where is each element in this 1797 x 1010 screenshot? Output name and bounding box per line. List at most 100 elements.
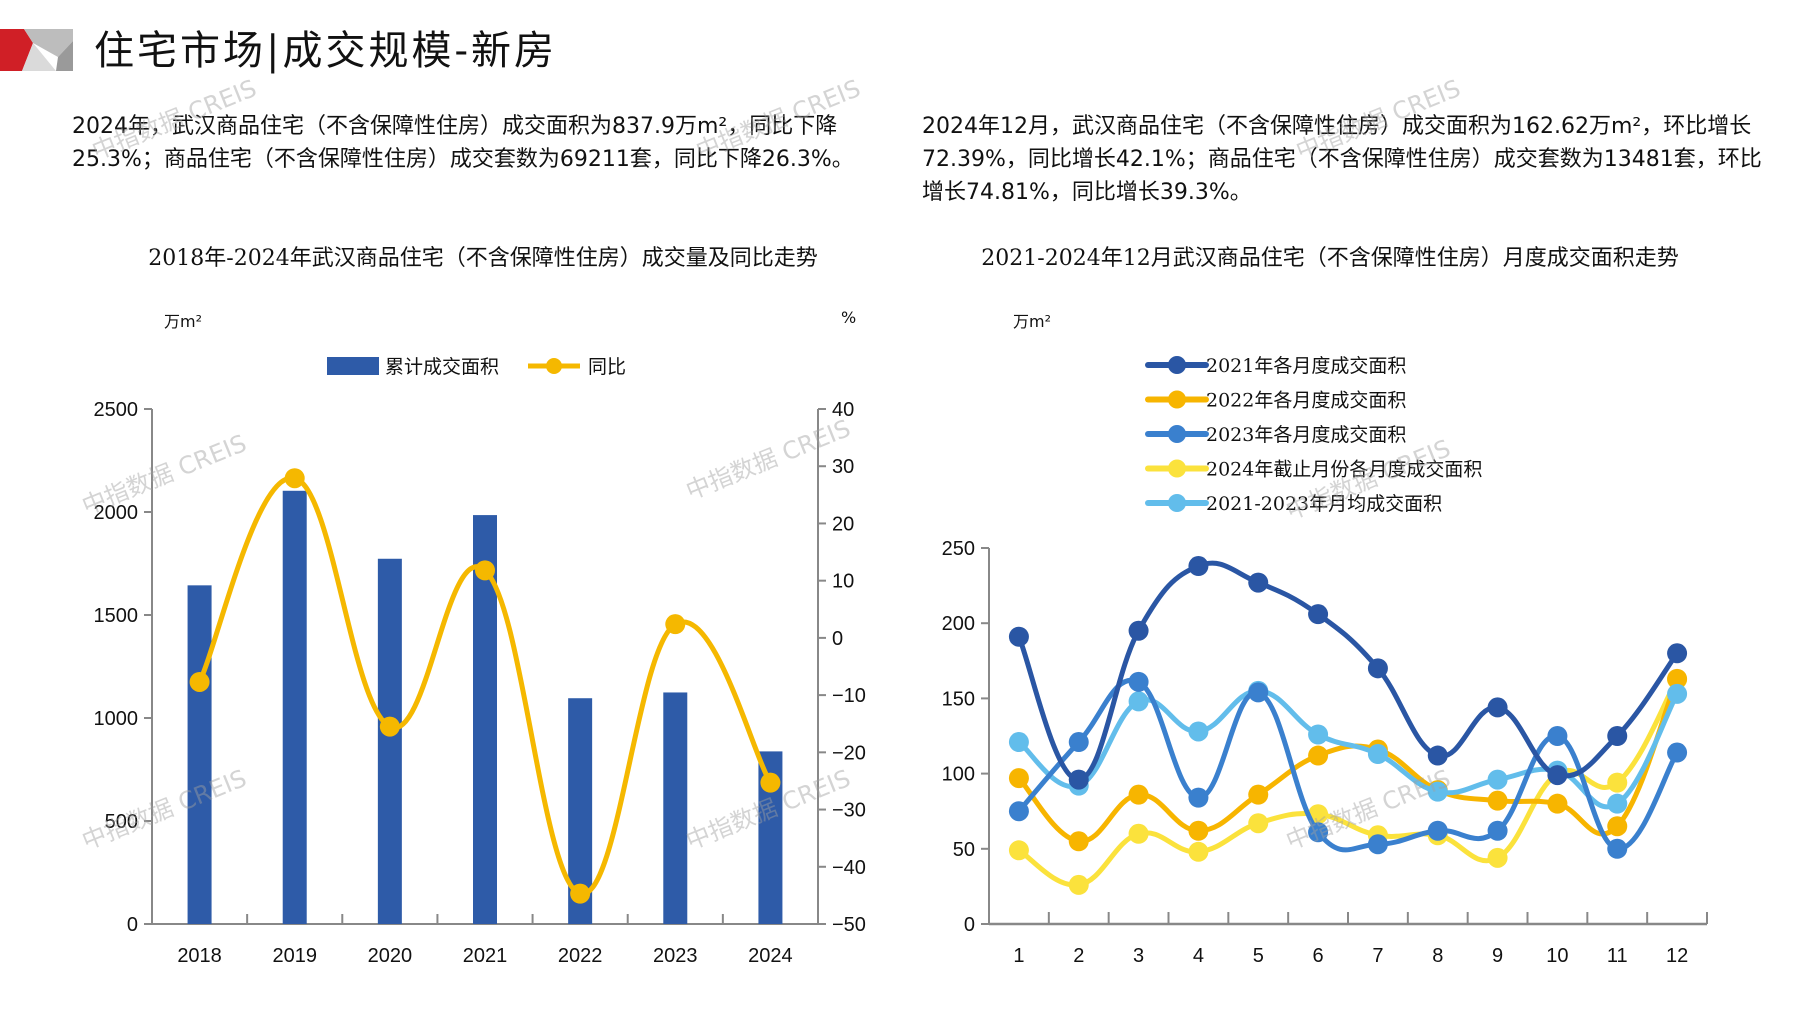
y-tick-label: 250 — [942, 538, 975, 560]
series-0-point-10 — [1547, 765, 1568, 786]
series-0-point-1 — [1008, 626, 1029, 647]
series-0-point-7 — [1367, 658, 1388, 679]
x-tick-label: 1 — [1013, 945, 1024, 967]
series-3-point-9 — [1487, 847, 1508, 868]
legend-label-3: 2024年截止月份各月度成交面积 — [1206, 459, 1482, 481]
y-tick-label-right: −30 — [832, 800, 866, 822]
series-1-point-12 — [1667, 668, 1688, 689]
series-3-point-2 — [1068, 874, 1089, 895]
legend-label-1: 2022年各月度成交面积 — [1206, 390, 1406, 412]
y-tick-label-right: 0 — [832, 628, 843, 650]
series-3-point-5 — [1248, 813, 1269, 834]
x-tick-label: 7 — [1372, 945, 1383, 967]
y-tick-label-right: 30 — [832, 456, 854, 478]
series-1-point-6 — [1308, 745, 1329, 766]
series-4-point-6 — [1308, 724, 1329, 745]
yoy-point-2024 — [760, 772, 781, 793]
series-0-point-9 — [1487, 697, 1508, 718]
series-3-point-1 — [1008, 840, 1029, 861]
legend-label-0: 2021年各月度成交面积 — [1206, 355, 1406, 377]
x-tick-label: 2023 — [653, 945, 698, 967]
x-tick-label: 2020 — [368, 945, 413, 967]
x-tick-label: 4 — [1193, 945, 1204, 967]
y-tick-label: 100 — [942, 764, 975, 786]
x-tick-label: 2022 — [558, 945, 603, 967]
y-tick-label-right: −50 — [832, 914, 866, 936]
series-2-point-11 — [1607, 838, 1628, 859]
y-tick-label: 50 — [953, 839, 975, 861]
series-4-point-7 — [1367, 744, 1388, 765]
series-1-point-11 — [1607, 816, 1628, 837]
series-4-point-3 — [1128, 691, 1149, 712]
y-tick-label: 150 — [942, 688, 975, 710]
series-4-point-1 — [1008, 732, 1029, 753]
series-1-point-2 — [1068, 831, 1089, 852]
annual-chart: 0 500 1000 1500 2000 2500 −50 −40 −30 −20 −10 0 10 20… — [94, 356, 866, 967]
y-tick-label-left: 500 — [105, 811, 138, 833]
bar-2018 — [187, 585, 212, 924]
chart-title-annual: 2018年-2024年武汉商品住宅（不含保障性住房）成交量及同比走势 — [148, 246, 818, 271]
series-0-point-2 — [1068, 769, 1089, 790]
series-2-point-6 — [1308, 822, 1329, 843]
series-2-point-1 — [1008, 801, 1029, 822]
y-tick-label-right: −40 — [832, 857, 866, 879]
legend-marker-0 — [1168, 356, 1186, 374]
series-0-point-4 — [1188, 556, 1209, 577]
bar-2020 — [377, 558, 402, 924]
y-tick-label-right: −10 — [832, 685, 866, 707]
series-1-point-5 — [1248, 784, 1269, 805]
series-1-point-10 — [1547, 793, 1568, 814]
x-tick-label: 2018 — [177, 945, 222, 967]
series-3-point-11 — [1607, 772, 1628, 793]
series-4-point-11 — [1607, 793, 1628, 814]
series-1-point-3 — [1128, 784, 1149, 805]
series-3-point-6 — [1308, 804, 1329, 825]
x-tick-label: 3 — [1133, 945, 1144, 967]
yoy-point-2022 — [570, 883, 591, 904]
yoy-point-2023 — [665, 614, 686, 635]
x-tick-label: 12 — [1666, 945, 1688, 967]
chart-title-monthly: 2021-2024年12月武汉商品住宅（不含保障性住房）月度成交面积走势 — [981, 246, 1679, 271]
y-tick-label-left: 2500 — [94, 399, 139, 421]
y-tick-label-right: 10 — [832, 571, 854, 593]
bar-2023 — [663, 692, 688, 924]
summary-left: 2024年，武汉商品住宅（不含保障性住房）成交面积为837.9万m²，同比下降2… — [72, 114, 854, 172]
legend-marker-2 — [1168, 425, 1186, 443]
series-0-point-3 — [1128, 620, 1149, 641]
y-tick-label-right: 20 — [832, 513, 854, 535]
x-tick-label: 2024 — [748, 945, 793, 967]
y-axis-unit-right: % — [841, 308, 857, 327]
x-tick-label: 2021 — [463, 945, 508, 967]
series-0-point-12 — [1667, 643, 1688, 664]
legend-swatch-bar — [327, 357, 379, 375]
yoy-point-2020 — [379, 716, 400, 737]
x-tick-label: 2019 — [272, 945, 317, 967]
legend-label-2: 2023年各月度成交面积 — [1206, 424, 1406, 446]
x-tick-label: 2 — [1073, 945, 1084, 967]
series-4-point-4 — [1188, 721, 1209, 742]
legend-label-bar: 累计成交面积 — [385, 356, 499, 378]
series-0-point-5 — [1248, 572, 1269, 593]
legend-marker-1 — [1168, 390, 1186, 409]
brand-logo — [0, 29, 73, 71]
page-title: 住宅市场|成交规模-新房 — [94, 28, 557, 74]
y-tick-label-left: 0 — [127, 914, 138, 936]
series-3-point-3 — [1128, 823, 1149, 844]
series-1-point-1 — [1008, 768, 1029, 789]
series-2-point-12 — [1667, 742, 1688, 763]
series-line-4 — [1016, 688, 1680, 810]
y-tick-label-left: 2000 — [94, 502, 139, 524]
x-tick-label: 10 — [1546, 945, 1568, 967]
series-2-point-7 — [1367, 834, 1388, 855]
x-tick-label: 5 — [1253, 945, 1264, 967]
summary-right: 2024年12月，武汉商品住宅（不含保障性住房）成交面积为162.62万m²，环… — [922, 114, 1762, 205]
legend-swatch-marker — [546, 358, 562, 374]
series-3-point-4 — [1188, 841, 1209, 862]
legend-marker-3 — [1168, 459, 1186, 478]
series-2-point-2 — [1068, 732, 1089, 753]
x-tick-label: 8 — [1432, 945, 1443, 967]
series-2-point-5 — [1248, 682, 1269, 703]
yoy-point-2018 — [189, 671, 210, 692]
series-0-point-11 — [1607, 726, 1628, 746]
y-tick-label-left: 1500 — [94, 605, 139, 627]
